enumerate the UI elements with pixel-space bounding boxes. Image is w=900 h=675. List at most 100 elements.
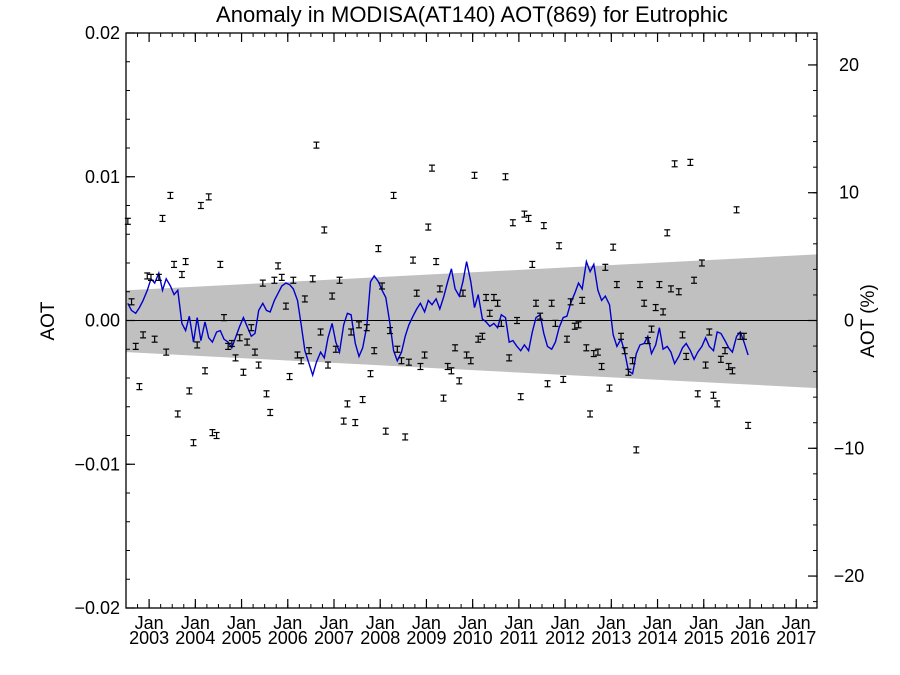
anomaly-point — [514, 316, 521, 325]
anomaly-point — [648, 325, 655, 333]
anomaly-point — [583, 344, 590, 352]
anomaly-point — [329, 292, 336, 300]
y-tick-label: −0.02 — [74, 598, 120, 618]
anomaly-point — [317, 328, 324, 336]
anomaly-point — [656, 280, 663, 289]
anomaly-point — [641, 299, 648, 307]
right-y-axis: −20 −10 0 10 20 — [808, 38, 865, 603]
anomaly-point — [459, 289, 466, 297]
anomaly-point — [386, 326, 393, 335]
plot-area — [124, 141, 817, 454]
anomaly-point — [625, 368, 632, 376]
anomaly-point — [132, 342, 139, 350]
x-tick-month: Jan — [366, 613, 395, 633]
anomaly-point — [444, 362, 451, 371]
y2-tick-label: 0 — [844, 311, 854, 331]
x-tick-month: Jan — [551, 613, 580, 633]
anomaly-point — [190, 439, 197, 447]
anomaly-point — [205, 193, 212, 201]
anomaly-point — [251, 348, 258, 356]
anomaly-point — [259, 279, 266, 287]
anomaly-point — [371, 347, 378, 355]
x-tick-month: Jan — [782, 613, 811, 633]
anomaly-point — [382, 427, 389, 435]
anomaly-point — [433, 257, 440, 266]
anomaly-point — [301, 295, 308, 303]
anomaly-point — [197, 201, 204, 210]
y2-tick-label: −20 — [834, 566, 865, 586]
anomaly-point — [440, 394, 447, 402]
anomaly-point — [136, 383, 143, 391]
anomaly-point — [652, 303, 659, 312]
anomaly-point — [286, 372, 293, 381]
anomaly-point — [633, 446, 640, 454]
anomaly-point — [394, 345, 401, 353]
x-tick-year: 2007 — [314, 628, 354, 648]
anomaly-point — [236, 334, 243, 342]
anomaly-point — [525, 214, 532, 223]
anomaly-point — [244, 338, 251, 346]
x-tick-month: Jan — [643, 613, 672, 633]
x-tick-year: 2017 — [776, 628, 816, 648]
anomaly-point — [167, 191, 174, 200]
anomaly-point — [691, 276, 698, 284]
anomaly-point — [348, 328, 355, 336]
anomaly-point — [275, 262, 282, 270]
anomaly-point — [375, 245, 382, 253]
anomaly-point — [267, 408, 274, 417]
y-tick-label: 0.02 — [85, 23, 120, 43]
x-tick-year: 2003 — [129, 628, 169, 648]
left-y-axis: −0.02 −0.01 0.00 0.01 0.02 — [74, 23, 135, 618]
anomaly-point — [128, 298, 135, 306]
x-tick-month: Jan — [273, 613, 302, 633]
anomaly-point — [213, 431, 220, 440]
anomaly-point — [248, 324, 255, 332]
x-tick-month: Jan — [227, 613, 256, 633]
anomaly-point — [390, 191, 397, 200]
anomaly-point — [610, 243, 617, 251]
anomaly-point — [428, 164, 435, 172]
anomaly-point — [548, 299, 555, 307]
anomaly-point — [425, 223, 432, 231]
anomaly-point — [209, 429, 216, 437]
anomaly-point — [306, 347, 313, 355]
confidence-band — [126, 254, 817, 389]
anomaly-point — [225, 342, 232, 350]
y-axis-label-left: AOT — [38, 301, 59, 340]
x-tick-year: 2009 — [406, 628, 446, 648]
x-axis: Jan2003Jan2004Jan2005Jan2006Jan2007Jan20… — [125, 33, 816, 648]
anomaly-point — [675, 288, 682, 296]
y-tick-label: −0.01 — [74, 454, 120, 474]
anomaly-point — [740, 332, 747, 340]
anomaly-point — [413, 289, 420, 297]
x-tick-year: 2015 — [684, 628, 724, 648]
anomaly-point — [509, 219, 516, 227]
anomaly-point — [359, 395, 366, 404]
anomaly-point — [683, 352, 690, 361]
anomaly-point — [706, 328, 713, 336]
anomaly-point — [452, 344, 459, 352]
anomaly-point — [671, 160, 678, 168]
x-tick-year: 2005 — [222, 628, 262, 648]
anomaly-point — [240, 368, 247, 376]
anomaly-point — [694, 390, 701, 398]
x-tick-month: Jan — [504, 613, 533, 633]
x-tick-month: Jan — [181, 613, 210, 633]
anomaly-point — [186, 387, 193, 395]
anomaly-point — [155, 273, 162, 281]
anomaly-point — [679, 331, 686, 339]
anomaly-point — [660, 308, 667, 316]
anomaly-point — [217, 260, 224, 269]
anomaly-point — [159, 214, 166, 223]
anomaly-point — [506, 354, 513, 362]
anomaly-point — [140, 331, 147, 339]
anomaly-point — [618, 332, 625, 340]
anomaly-point — [271, 276, 278, 284]
anomaly-point — [602, 263, 609, 271]
x-tick-month: Jan — [689, 613, 718, 633]
y2-tick-label: −10 — [834, 438, 865, 458]
anomaly-point — [537, 312, 544, 320]
anomaly-points-series — [124, 141, 752, 454]
anomaly-point — [232, 354, 239, 362]
